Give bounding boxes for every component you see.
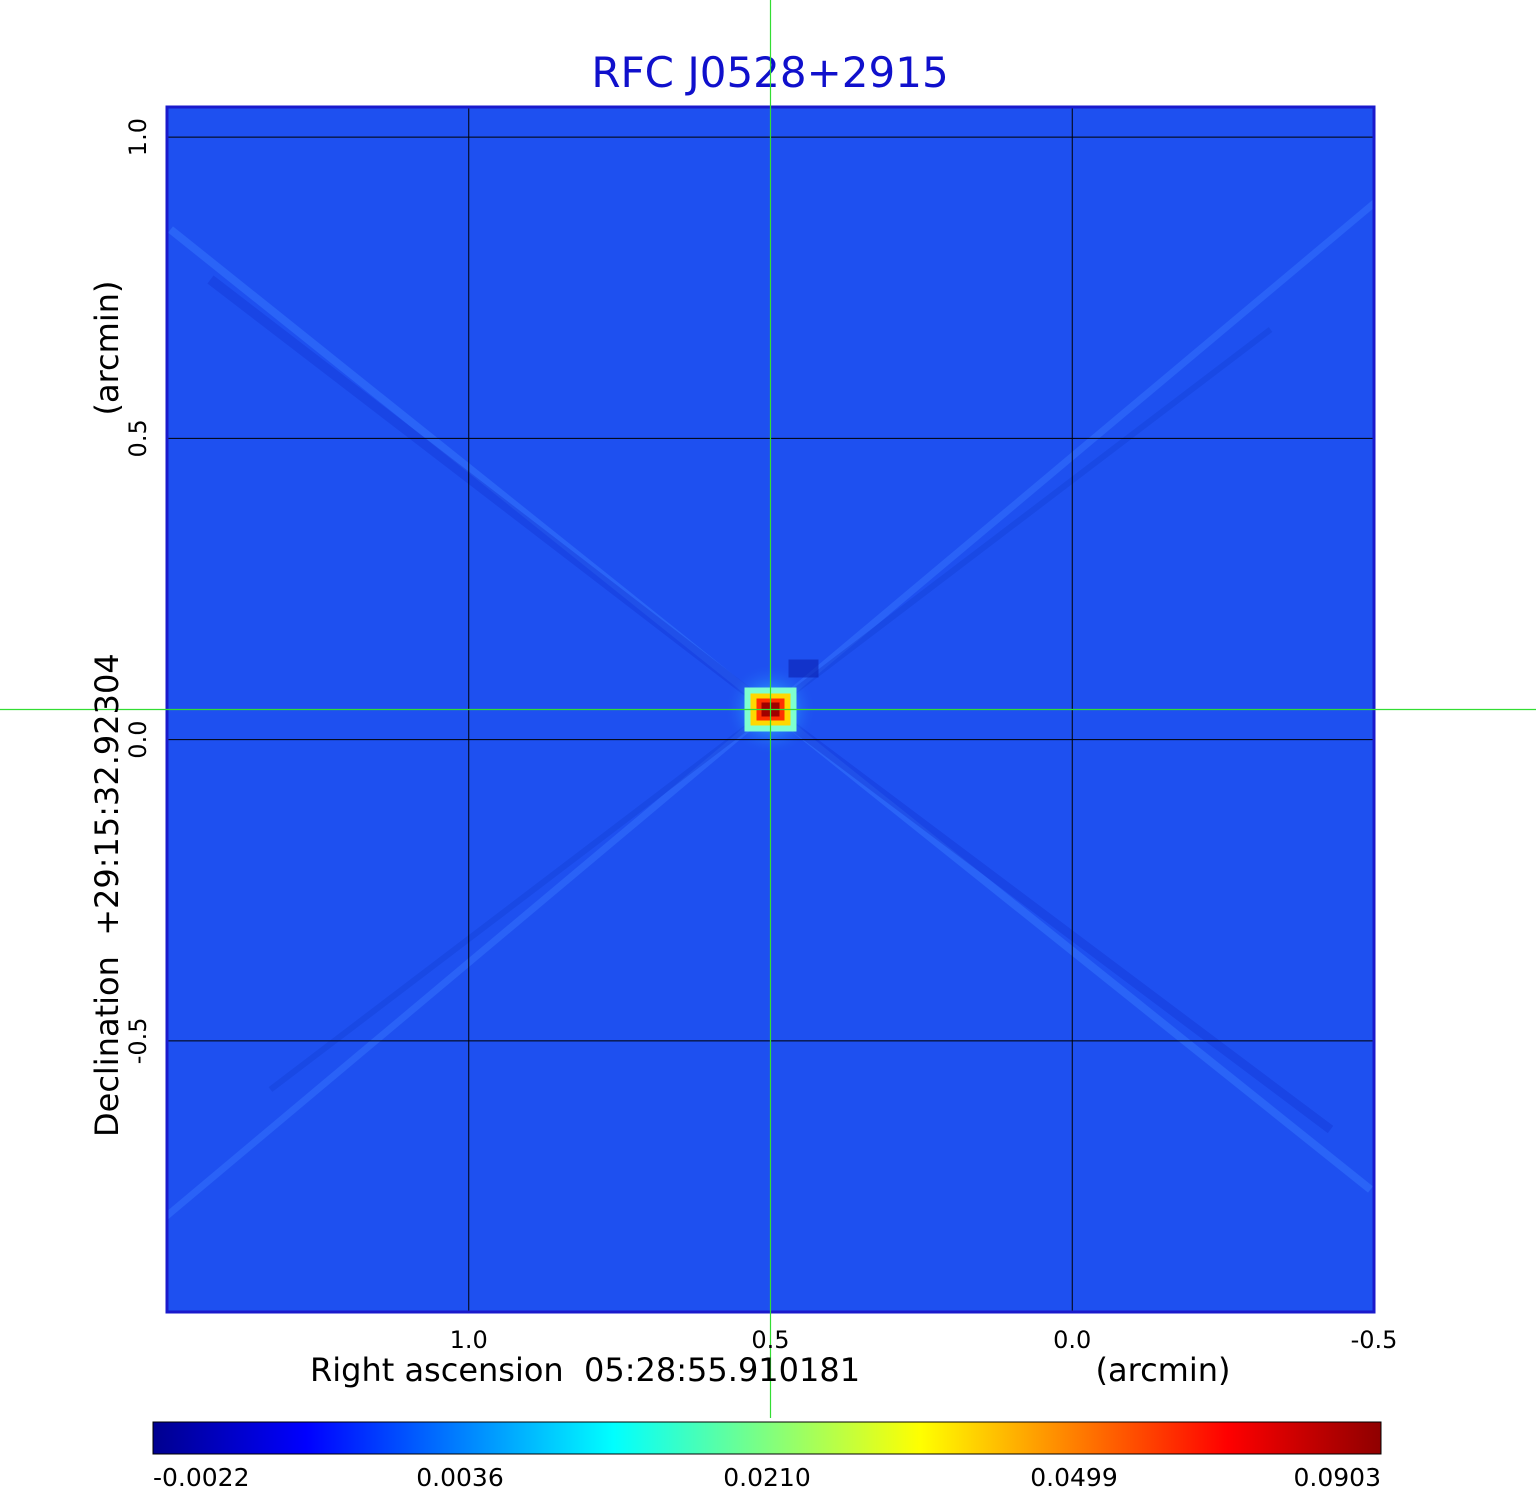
colorbar	[152, 1421, 1382, 1455]
streak-3	[767, 705, 1334, 1134]
streak-0	[168, 226, 773, 713]
streak-7	[768, 327, 1273, 712]
colorbar-tick-label: 0.0210	[723, 1463, 810, 1492]
y-tick-label: 1.0	[124, 118, 152, 156]
image-streaks	[167, 198, 1374, 1221]
colorbar-tick-label: -0.0022	[153, 1463, 250, 1492]
streak-1	[207, 275, 774, 714]
colorbar-tick-label: 0.0499	[1030, 1463, 1117, 1492]
x-tick-label: 1.0	[450, 1326, 488, 1354]
x-tick-label: 0.0	[1053, 1326, 1091, 1354]
y-tick-label: 0.0	[124, 721, 152, 759]
streak-5	[768, 198, 1374, 713]
x-ticks: 1.0 0.5 0.0 -0.5	[450, 1326, 1398, 1354]
y-axis-label: Declination +29:15:32.92304	[88, 653, 126, 1137]
x-axis-label: Right ascension 05:28:55.910181	[310, 1351, 860, 1389]
y-tick-label: -0.5	[124, 1017, 152, 1064]
colorbar-tick-label: 0.0903	[1294, 1463, 1381, 1492]
streak-4	[167, 706, 773, 1221]
x-tick-label: 0.5	[751, 1326, 789, 1354]
y-axis-unit: (arcmin)	[88, 281, 126, 416]
y-tick-label: 0.5	[124, 419, 152, 457]
colorbar-tick-label: 0.0036	[416, 1463, 503, 1492]
streak-2	[768, 706, 1373, 1193]
source-dark-lobe	[788, 659, 819, 678]
x-axis-unit: (arcmin)	[1096, 1351, 1231, 1389]
colorbar-ticks: -0.0022 0.0036 0.0210 0.0499 0.0903	[153, 1463, 1381, 1492]
y-ticks: 1.0 0.5 0.0 -0.5	[124, 118, 152, 1064]
x-tick-label: -0.5	[1351, 1326, 1398, 1354]
streak-6	[268, 707, 773, 1092]
crosshair	[0, 0, 1536, 1418]
